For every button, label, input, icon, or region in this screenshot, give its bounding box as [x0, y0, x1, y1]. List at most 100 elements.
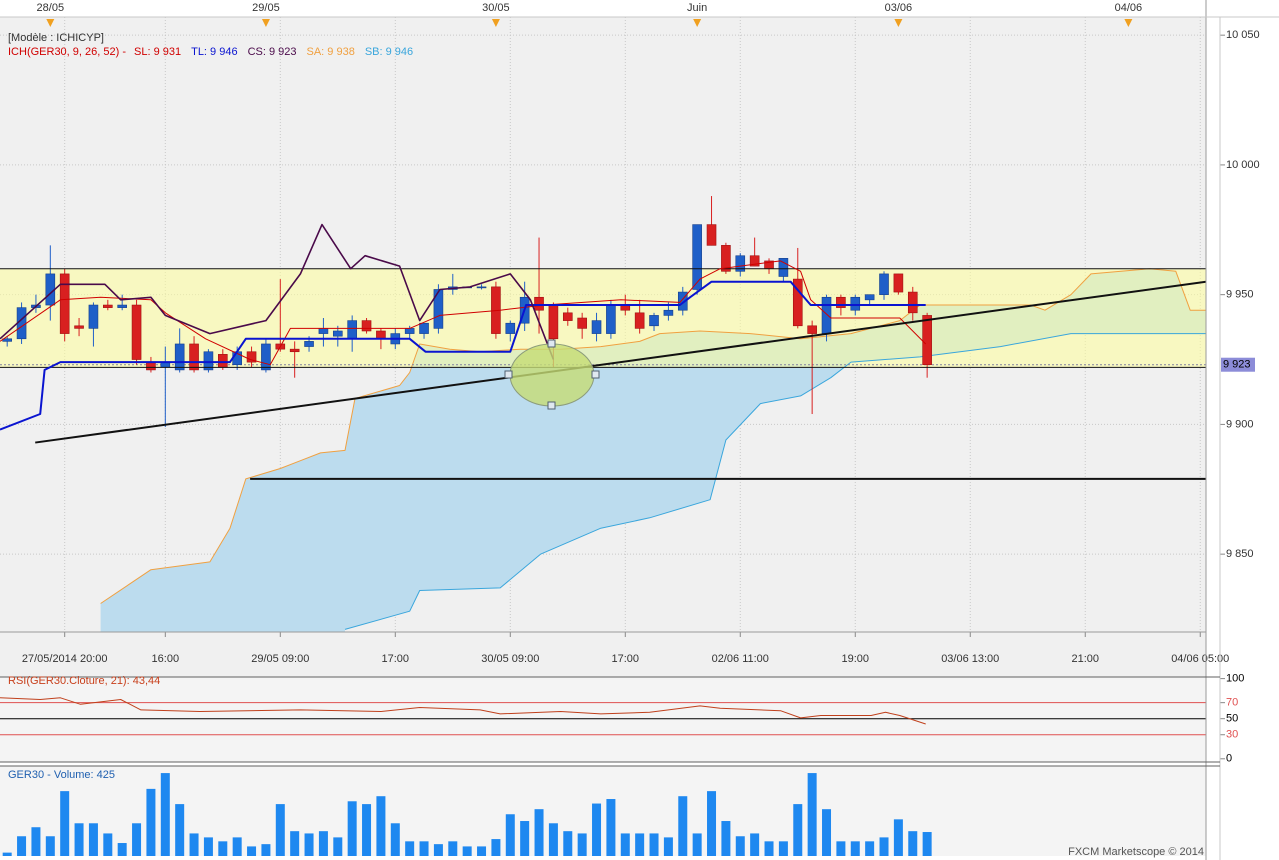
volume-bar	[117, 843, 127, 856]
x-tick-label: 19:00	[842, 653, 870, 665]
volume-bar	[146, 788, 156, 856]
volume-bar	[764, 841, 774, 856]
volume-bar	[247, 846, 257, 856]
volume-bar	[103, 833, 113, 856]
date-marker	[491, 19, 500, 27]
volume-bar	[160, 773, 170, 856]
volume-bar	[333, 837, 343, 856]
candle-body	[663, 309, 674, 316]
candle-body	[88, 304, 99, 329]
volume-bar	[563, 831, 573, 856]
candle-body	[893, 273, 904, 293]
volume-bar	[304, 833, 314, 856]
volume-plot-area	[0, 766, 1206, 856]
volume-bar	[462, 846, 472, 856]
legend-entry: CS: 9 923	[248, 46, 297, 58]
volume-bar	[203, 837, 213, 856]
candle-body	[836, 296, 846, 308]
senkou-line	[344, 333, 1206, 630]
candle-body	[706, 224, 717, 246]
candle-body	[649, 315, 659, 327]
volume-bar	[275, 804, 285, 856]
top-date-label: 29/05	[252, 2, 280, 14]
axes-layer: 10 050 10 000 9 950 9 900 9 850 27/05/2014 20…	[22, 2, 1260, 765]
volume-bar	[534, 809, 544, 856]
ichimoku-cloud	[100, 268, 1206, 632]
volume-bar	[707, 791, 717, 856]
volume-bar	[520, 821, 530, 856]
y-tick-label: 10 050	[1226, 29, 1260, 41]
volume-bar	[433, 844, 443, 856]
last-price-label: 9 923	[1223, 359, 1251, 371]
volume-bar	[620, 833, 630, 856]
candle-body	[692, 224, 702, 290]
legend-entry: SA: 9 938	[307, 46, 355, 58]
candle-body	[146, 361, 156, 371]
range-band	[0, 268, 1206, 368]
last-price-box	[1221, 357, 1255, 372]
volume-bar	[132, 823, 142, 856]
volume-bar	[290, 831, 300, 856]
date-marker	[693, 19, 702, 27]
candle-body	[562, 312, 573, 321]
candle-body	[735, 255, 746, 272]
candle-body	[721, 245, 731, 272]
x-tick-label: 04/06 05:00	[1171, 653, 1229, 665]
volume-bar	[405, 841, 415, 856]
candle-body	[261, 343, 271, 371]
candle-body	[318, 328, 329, 334]
volume-bar	[74, 823, 84, 856]
volume-bar	[577, 833, 587, 856]
candle-body	[59, 273, 70, 334]
candle-body	[103, 304, 113, 308]
candle-body	[606, 304, 616, 334]
date-marker	[1124, 19, 1133, 27]
candle-body	[821, 296, 832, 334]
volume-bar	[778, 841, 788, 856]
trendline	[35, 280, 1206, 444]
volume-bar	[850, 841, 860, 856]
volume-bar	[175, 804, 185, 856]
y-tick-label: 100	[1226, 673, 1244, 685]
candle-body	[677, 291, 688, 311]
volume-bar	[692, 833, 702, 856]
volume-bar	[347, 801, 357, 856]
date-marker	[261, 19, 270, 27]
volume-bar	[261, 844, 271, 856]
rsi-title: RSI(GER30.Cloture, 21): 43,44	[8, 675, 160, 687]
candle-body	[131, 304, 142, 360]
candle-body	[749, 255, 760, 267]
legend-entry: TL: 9 946	[191, 46, 237, 58]
indicator-line	[0, 260, 927, 366]
back-layer	[0, 268, 1206, 632]
model-label: [Modèle : ICHICYP]	[8, 32, 104, 44]
candle-body	[433, 289, 444, 329]
candle-body	[634, 312, 645, 329]
volume-title: GER30 - Volume: 425	[8, 769, 115, 781]
candle-body	[591, 320, 602, 334]
volume-bar	[362, 804, 372, 856]
y-tick-label: 30	[1226, 729, 1238, 741]
candle-body	[117, 304, 127, 308]
footer: FXCM Marketscope © 2014	[1068, 846, 1204, 858]
x-tick-label: 17:00	[382, 653, 410, 665]
volume-bar	[88, 823, 98, 856]
candle-body	[347, 320, 357, 340]
ellipse	[509, 343, 595, 407]
candle-body	[361, 320, 372, 332]
handle	[547, 401, 556, 410]
volume-bar	[635, 833, 645, 856]
candle-body	[476, 286, 487, 289]
volume-bar	[448, 841, 458, 856]
top-date-label: 04/06	[1115, 2, 1143, 14]
volume-bar	[318, 831, 328, 856]
volume-bar	[548, 823, 558, 856]
top-date-label: 03/06	[885, 2, 913, 14]
volume-bar	[592, 803, 602, 856]
volume-bar	[390, 823, 400, 856]
candle-body	[332, 330, 343, 337]
legend-entry: SB: 9 946	[365, 46, 413, 58]
volume-bar	[663, 837, 673, 856]
volume-bar	[60, 791, 70, 856]
